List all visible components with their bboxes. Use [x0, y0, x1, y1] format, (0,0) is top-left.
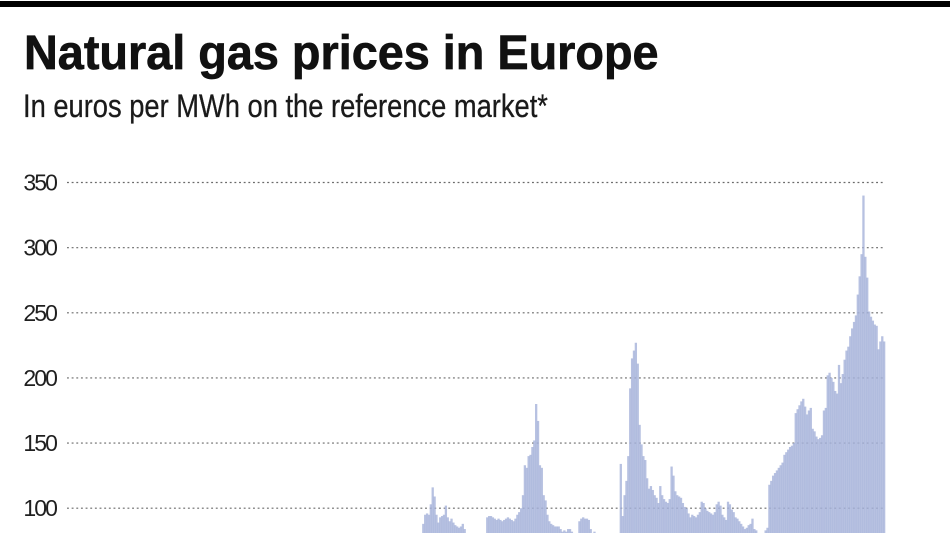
svg-text:200: 200: [23, 365, 57, 391]
svg-text:150: 150: [23, 430, 57, 456]
svg-text:350: 350: [23, 170, 57, 196]
svg-text:100: 100: [23, 495, 57, 521]
svg-text:250: 250: [23, 300, 57, 326]
svg-text:300: 300: [23, 235, 57, 261]
